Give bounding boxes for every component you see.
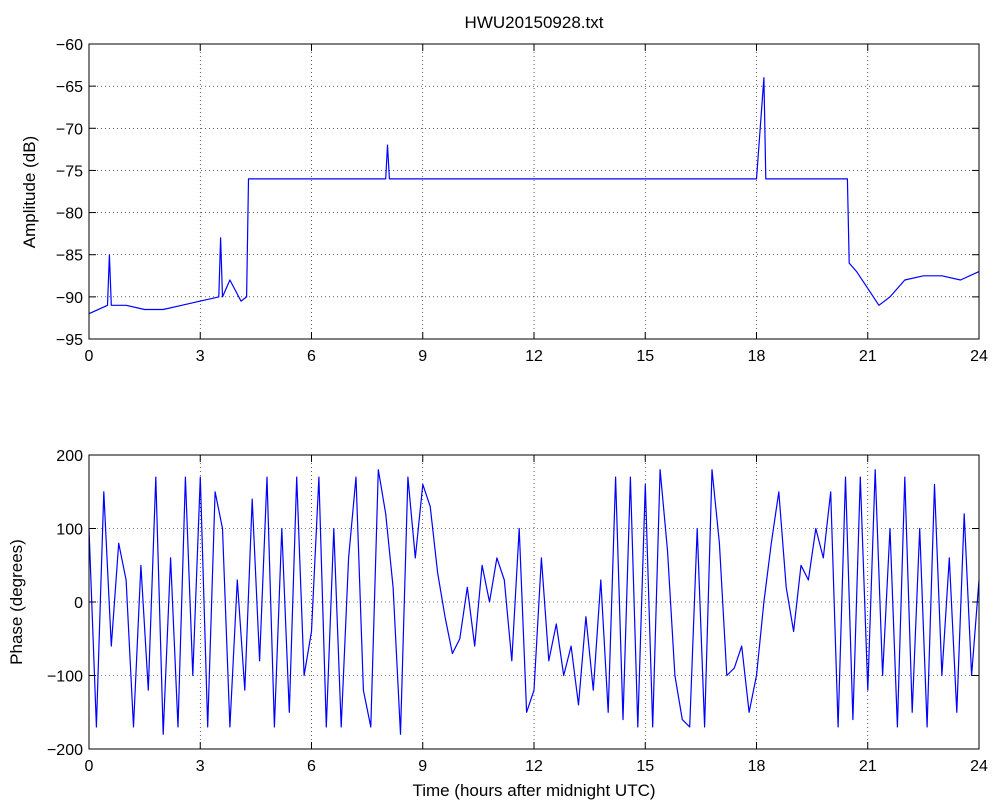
- phase-x-ticks: 0 3 6 9 12 15 18 21 24: [85, 455, 988, 775]
- amplitude-gridlines: [89, 44, 979, 339]
- amplitude-x-tick-label: 3: [196, 348, 205, 365]
- phase-x-tick-label: 12: [525, 758, 543, 775]
- phase-x-tick-label: 15: [636, 758, 654, 775]
- amplitude-x-tick-label: 21: [859, 348, 877, 365]
- phase-plot: 0 3 6 9 12 15 18 21 24 200 100 0 −100 −200 Time (hou…: [7, 448, 988, 800]
- amplitude-x-tick-label: 12: [525, 348, 543, 365]
- amplitude-y-tick-label: −60: [56, 37, 83, 54]
- phase-series: [88, 469, 980, 735]
- phase-x-tick-label: 9: [418, 758, 427, 775]
- amplitude-series-line: [88, 77, 980, 315]
- amplitude-x-tick-label: 18: [748, 348, 766, 365]
- phase-x-tick-label: 18: [748, 758, 766, 775]
- amplitude-x-ticks: 0 3 6 9 12 15 18 21 24: [85, 44, 988, 365]
- phase-y-axis-label: Phase (degrees): [7, 539, 26, 665]
- amplitude-y-tick-label: −85: [56, 248, 83, 265]
- phase-y-tick-label: 200: [56, 448, 83, 465]
- phase-x-tick-label: 0: [85, 758, 94, 775]
- amplitude-y-tick-label: −75: [56, 163, 83, 180]
- amplitude-x-tick-label: 0: [85, 348, 94, 365]
- phase-y-tick-label: 0: [74, 595, 83, 612]
- amplitude-y-axis-label: Amplitude (dB): [20, 136, 39, 248]
- phase-y-tick-label: 100: [56, 522, 83, 539]
- amplitude-x-tick-label: 15: [636, 348, 654, 365]
- amplitude-y-ticks: −60 −65 −70 −75 −80 −85 −90 −95: [56, 37, 979, 349]
- phase-x-tick-label: 6: [307, 758, 316, 775]
- amplitude-y-tick-label: −90: [56, 290, 83, 307]
- phase-x-tick-label: 3: [196, 758, 205, 775]
- amplitude-y-tick-label: −80: [56, 206, 83, 223]
- phase-y-ticks: 200 100 0 −100 −200: [47, 448, 979, 759]
- phase-gridlines: [89, 455, 979, 749]
- phase-x-tick-label: 21: [859, 758, 877, 775]
- amplitude-plot: 0 3 6 9 12 15 18 21 24 −60−65−70−75−80−85−90−95 …: [20, 13, 988, 365]
- amplitude-series: [88, 77, 980, 315]
- phase-x-axis-label: Time (hours after midnight UTC): [412, 781, 655, 800]
- amplitude-y-tick-label: −95: [56, 332, 83, 349]
- phase-y-tick-label: −200: [47, 742, 83, 759]
- phase-x-tick-label: 24: [970, 758, 988, 775]
- phase-y-tick-label: −100: [47, 669, 83, 686]
- amplitude-chart-title: HWU20150928.txt: [465, 13, 604, 32]
- amplitude-x-tick-label: 6: [307, 348, 316, 365]
- phase-series-line: [88, 469, 980, 735]
- amplitude-plot-area: [89, 44, 979, 339]
- amplitude-y-tick-label: −65: [56, 79, 83, 96]
- amplitude-x-tick-label: 9: [418, 348, 427, 365]
- amplitude-y-tick-label: −70: [56, 121, 83, 138]
- amplitude-x-tick-label: 24: [970, 348, 988, 365]
